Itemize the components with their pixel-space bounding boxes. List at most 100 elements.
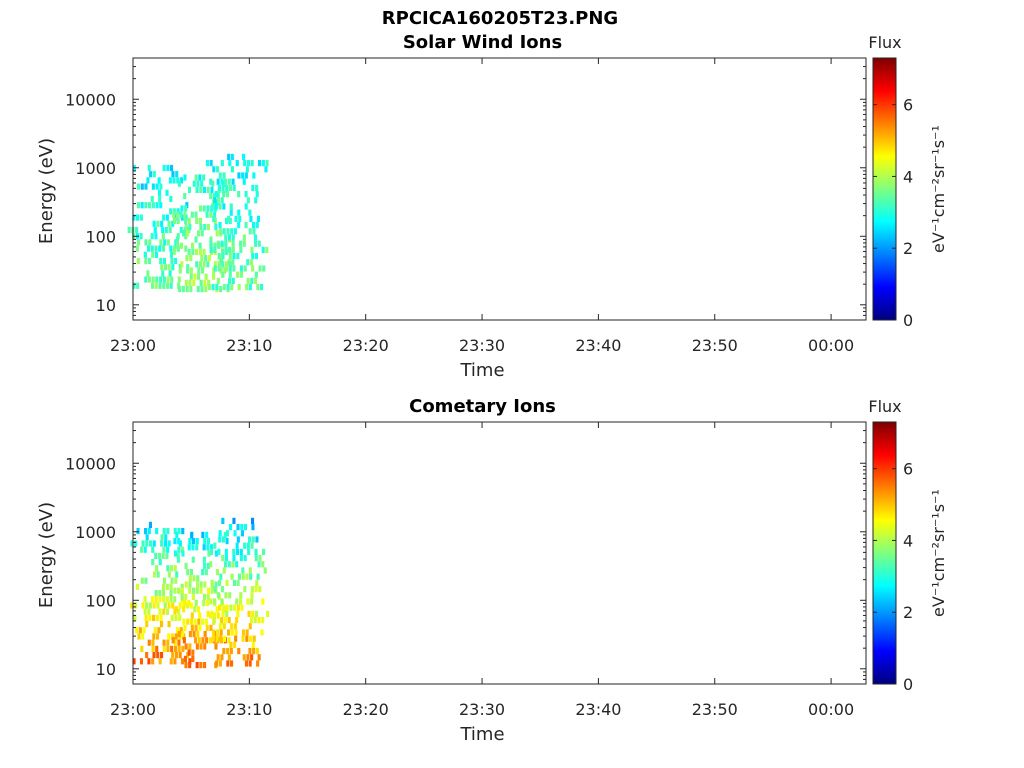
flux-cell [254, 548, 258, 555]
flux-cell [210, 186, 214, 193]
flux-cell [187, 649, 191, 656]
flux-cell [199, 662, 203, 669]
flux-cell [171, 602, 175, 609]
flux-cell [179, 177, 183, 184]
flux-cell [228, 271, 232, 278]
flux-cell [206, 224, 210, 231]
flux-cell [158, 596, 162, 603]
flux-cell [251, 253, 255, 260]
flux-cell [160, 220, 164, 227]
flux-cell [151, 546, 155, 553]
flux-cell [164, 226, 168, 234]
flux-cell [237, 191, 241, 198]
flux-cell [148, 614, 152, 621]
flux-cell [183, 174, 187, 181]
flux-cell [144, 202, 148, 209]
flux-cell [169, 251, 173, 258]
flux-cell [151, 282, 155, 289]
flux-cell [200, 255, 204, 262]
flux-cell [230, 573, 234, 580]
x-tick-label: 23:40 [575, 700, 621, 719]
flux-cell [225, 217, 229, 224]
flux-cell [156, 571, 160, 578]
flux-cell [178, 286, 182, 293]
flux-cell [174, 606, 178, 613]
flux-cell [237, 573, 241, 580]
flux-cell [252, 648, 256, 655]
flux-cell [203, 581, 207, 588]
flux-cell [144, 183, 148, 190]
flux-cell [257, 617, 261, 624]
flux-cell [156, 220, 160, 227]
flux-cell [212, 267, 216, 274]
flux-cell [180, 261, 184, 268]
flux-cell [199, 205, 203, 212]
flux-cell [218, 579, 222, 586]
flux-cell [205, 637, 209, 644]
flux-cell [136, 214, 140, 221]
flux-cell [238, 215, 242, 222]
x-tick-label: 00:00 [808, 700, 854, 719]
x-tick-label: 23:20 [343, 700, 389, 719]
flux-cell [216, 277, 220, 284]
flux-cell [178, 540, 182, 547]
figure-title: RPCICA160205T23.PNG [382, 8, 618, 29]
flux-cell [254, 234, 258, 241]
flux-cell [147, 658, 151, 665]
flux-cell [230, 166, 234, 173]
flux-cell [203, 631, 207, 638]
flux-cell [168, 226, 172, 234]
flux-cell [256, 660, 260, 667]
flux-cell [230, 153, 234, 160]
flux-cell [170, 276, 174, 283]
flux-cell [191, 544, 195, 551]
flux-cell [242, 240, 246, 247]
flux-cell [237, 648, 241, 655]
flux-cell [197, 267, 201, 274]
flux-cell [229, 641, 233, 648]
flux-cell [165, 189, 169, 196]
flux-cell [202, 186, 206, 193]
axes-box [132, 57, 867, 321]
flux-cell [217, 184, 221, 191]
flux-cell [205, 160, 209, 167]
flux-cell [181, 631, 185, 638]
flux-cell [233, 228, 237, 235]
flux-cell [239, 240, 243, 247]
flux-cell [221, 271, 225, 278]
flux-cell [214, 643, 218, 650]
flux-cell [257, 561, 261, 568]
flux-cell [163, 264, 167, 271]
flux-cell [150, 233, 154, 240]
flux-cell [220, 259, 224, 266]
flux-cell [166, 639, 170, 646]
flux-cell [159, 257, 163, 265]
flux-cell [235, 542, 239, 549]
flux-cell [250, 277, 254, 284]
flux-cell [231, 234, 235, 241]
flux-cell [243, 160, 247, 167]
flux-cell [141, 602, 145, 609]
flux-cell [188, 575, 192, 582]
flux-cell [242, 654, 246, 661]
flux-cell [221, 610, 225, 617]
flux-cell [191, 649, 195, 656]
flux-cell [231, 178, 235, 185]
flux-cell [188, 587, 192, 594]
flux-cell [217, 592, 221, 599]
flux-cell [183, 655, 187, 662]
flux-cell [185, 255, 189, 262]
flux-cell [162, 608, 166, 615]
flux-cell [204, 273, 208, 280]
flux-cell [251, 610, 255, 617]
x-axis-label: Time [459, 360, 504, 381]
flux-cell [189, 569, 193, 576]
flux-cell [144, 577, 148, 584]
flux-cell [188, 224, 192, 231]
flux-cell [240, 524, 244, 531]
flux-cell [204, 618, 208, 625]
flux-cell [175, 531, 179, 538]
flux-cell [230, 623, 234, 630]
flux-cell [174, 614, 178, 621]
flux-cell [184, 233, 188, 240]
